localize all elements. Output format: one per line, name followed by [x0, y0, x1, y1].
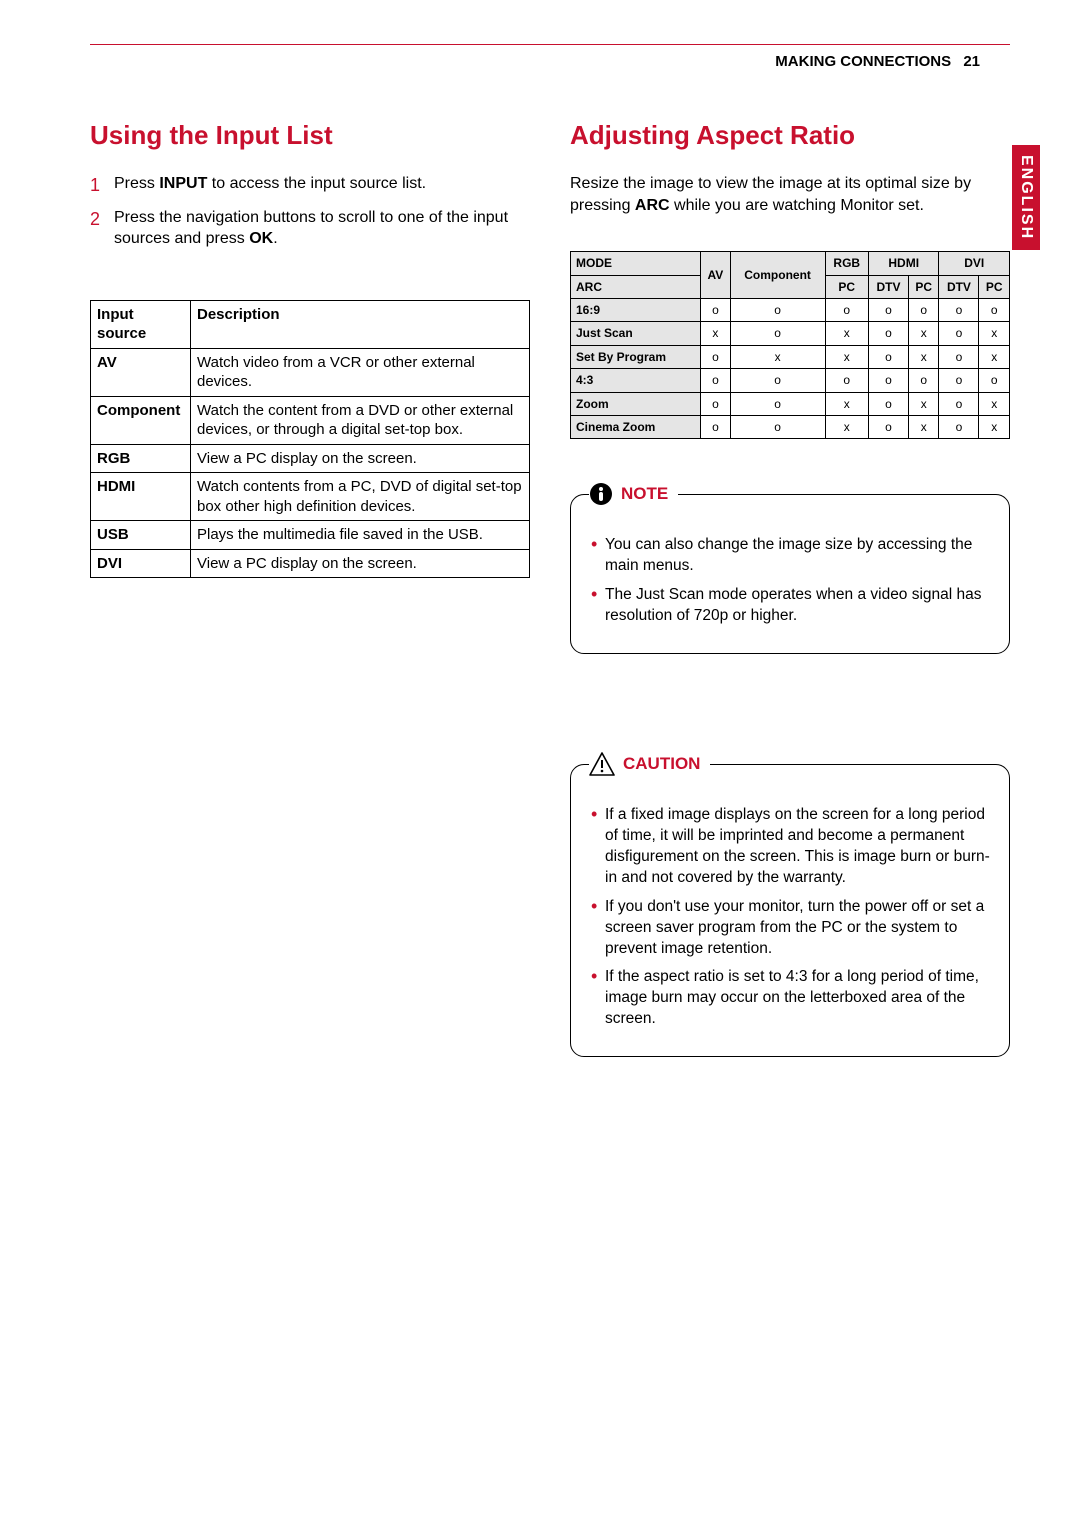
right-title: Adjusting Aspect Ratio — [570, 120, 1010, 151]
aspect-row: Cinema Zoom ooxoxox — [571, 415, 1010, 438]
steps-list: Press INPUT to access the input source l… — [90, 173, 530, 250]
table-row: DVIView a PC display on the screen. — [91, 549, 530, 578]
language-tab: ENGLISH — [1012, 145, 1040, 250]
table-row: USBPlays the multimedia file saved in th… — [91, 521, 530, 550]
step-2: Press the navigation buttons to scroll t… — [90, 207, 530, 250]
note-title: NOTE — [621, 484, 668, 504]
caution-label: CAUTION — [589, 752, 710, 776]
grp-dvi: DVI — [939, 252, 1010, 275]
table-row: AVWatch video from a VCR or other extern… — [91, 348, 530, 396]
step-2-pre: Press the navigation buttons to scroll t… — [114, 209, 508, 248]
note-callout: NOTE You can also change the image size … — [570, 494, 1010, 654]
aspect-row: Just Scan xoxoxox — [571, 322, 1010, 345]
step-1-post: to access the input source list. — [207, 175, 426, 192]
table-row: HDMIWatch contents from a PC, DVD of dig… — [91, 473, 530, 521]
arc-label: ARC — [571, 275, 701, 298]
grp-hdmi: HDMI — [868, 252, 938, 275]
grp-av: AV — [701, 252, 730, 299]
table-row: ComponentWatch the content from a DVD or… — [91, 396, 530, 444]
left-title: Using the Input List — [90, 120, 530, 151]
th-input-source: Input source — [91, 300, 191, 348]
note-list: You can also change the image size by ac… — [589, 535, 991, 627]
sub-hdmi-dtv: DTV — [868, 275, 908, 298]
aspect-row: Zoom ooxoxox — [571, 392, 1010, 415]
page-number: 21 — [963, 53, 980, 70]
note-item: You can also change the image size by ac… — [589, 535, 991, 577]
grp-component: Component — [730, 252, 825, 299]
note-label: NOTE — [589, 482, 678, 506]
warning-icon — [589, 752, 615, 776]
mode-label: MODE — [571, 252, 701, 275]
caution-callout: CAUTION If a fixed image displays on the… — [570, 764, 1010, 1057]
header-rule — [90, 44, 1010, 45]
step-1: Press INPUT to access the input source l… — [90, 173, 530, 195]
aspect-row: 4:3 ooooooo — [571, 369, 1010, 392]
table-row: RGBView a PC display on the screen. — [91, 444, 530, 473]
caution-item: If the aspect ratio is set to 4:3 for a … — [589, 967, 991, 1030]
caution-item: If you don't use your monitor, turn the … — [589, 897, 991, 960]
step-2-post: . — [273, 230, 277, 247]
step-1-pre: Press — [114, 175, 159, 192]
info-icon — [589, 482, 613, 506]
aspect-ratio-table: MODE AV Component RGB HDMI DVI ARC PC DT… — [570, 251, 1010, 439]
right-column: Adjusting Aspect Ratio Resize the image … — [570, 120, 1010, 1057]
th-description: Description — [191, 300, 530, 348]
note-item: The Just Scan mode operates when a video… — [589, 585, 991, 627]
aspect-row: Set By Program oxxoxox — [571, 345, 1010, 368]
step-1-bold: INPUT — [159, 175, 207, 192]
aspect-row: 16:9 ooooooo — [571, 298, 1010, 321]
sub-hdmi-pc: PC — [908, 275, 939, 298]
caution-list: If a fixed image displays on the screen … — [589, 805, 991, 1030]
right-intro: Resize the image to view the image at it… — [570, 173, 1010, 216]
input-source-table: Input source Description AVWatch video f… — [90, 300, 530, 579]
step-2-bold: OK — [249, 230, 273, 247]
header-text: MAKING CONNECTIONS 21 — [775, 53, 980, 70]
grp-rgb: RGB — [825, 252, 868, 275]
sub-dvi-dtv: DTV — [939, 275, 979, 298]
sub-dvi-pc: PC — [979, 275, 1010, 298]
caution-title: CAUTION — [623, 754, 700, 774]
sub-rgb-pc: PC — [825, 275, 868, 298]
header-section: MAKING CONNECTIONS — [775, 53, 951, 70]
caution-item: If a fixed image displays on the screen … — [589, 805, 991, 889]
intro-post: while you are watching Monitor set. — [670, 197, 924, 214]
left-column: Using the Input List Press INPUT to acce… — [90, 120, 530, 1057]
intro-bold: ARC — [635, 197, 670, 214]
